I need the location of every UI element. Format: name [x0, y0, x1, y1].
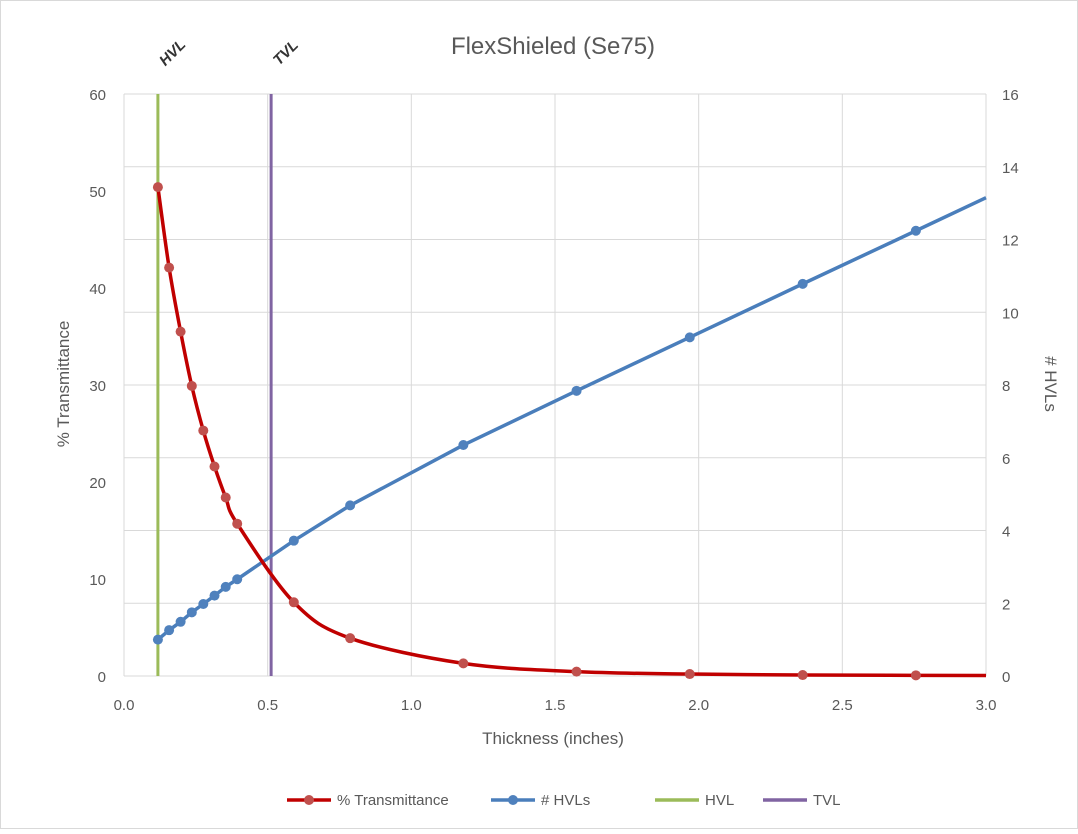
y2-axis-tick-labels: 0 2 4 6 8 10 12 14 16: [1002, 87, 1019, 686]
transmittance-point: [797, 670, 808, 681]
hvls-point: [345, 500, 356, 511]
x-tick-label: 1.5: [545, 697, 566, 714]
hvls-point: [186, 607, 197, 618]
y-tick-label: 20: [89, 475, 106, 492]
transmittance-point: [684, 669, 695, 680]
transmittance-point: [220, 492, 231, 503]
y-tick-label: 50: [89, 184, 106, 201]
legend: % Transmittance # HVLs HVL TVL: [287, 792, 841, 809]
y2-tick-label: 10: [1002, 305, 1019, 322]
x-tick-label: 2.5: [832, 697, 853, 714]
y-axis-title: % Transmittance: [54, 321, 73, 448]
y-tick-label: 60: [89, 87, 106, 104]
transmittance-point: [175, 326, 186, 337]
hvls-point: [571, 385, 582, 396]
x-tick-label: 0.5: [257, 697, 278, 714]
legend-item-transmittance: % Transmittance: [287, 792, 449, 809]
y-tick-label: 40: [89, 281, 106, 298]
y2-tick-label: 6: [1002, 451, 1010, 468]
transmittance-point: [232, 518, 243, 529]
transmittance-point: [198, 425, 209, 436]
transmittance-point: [910, 670, 921, 681]
y-tick-label: 10: [89, 572, 106, 589]
hvls-line: [156, 196, 987, 641]
y2-tick-label: 4: [1002, 524, 1010, 541]
y2-tick-label: 8: [1002, 378, 1010, 395]
legend-item-hvls: # HVLs: [491, 792, 590, 809]
chart-title: FlexShieled (Se75): [451, 33, 655, 60]
y2-tick-label: 14: [1002, 160, 1019, 177]
y2-tick-label: 12: [1002, 233, 1019, 250]
hvls-point: [232, 574, 243, 585]
hvls-point: [209, 590, 220, 601]
gridlines: [123, 93, 987, 677]
x-tick-label: 2.0: [688, 697, 709, 714]
y-tick-label: 30: [89, 378, 106, 395]
hvls-point: [458, 440, 469, 451]
legend-item-hvl: HVL: [655, 792, 734, 809]
y-axis-tick-labels: 0 10 20 30 40 50 60: [89, 87, 106, 686]
transmittance-point: [571, 666, 582, 677]
hvls-point: [198, 598, 209, 609]
transmittance-point: [345, 633, 356, 644]
hvls-point: [152, 634, 163, 645]
transmittance-point: [164, 262, 175, 273]
y2-tick-label: 0: [1002, 669, 1010, 686]
legend-label: # HVLs: [541, 792, 590, 809]
hvls-point: [164, 625, 175, 636]
x-axis-title: Thickness (inches): [482, 729, 624, 748]
legend-label: HVL: [705, 792, 734, 809]
y-tick-label: 0: [98, 669, 106, 686]
transmittance-point: [186, 380, 197, 391]
hvls-point: [797, 278, 808, 289]
transmittance-point: [458, 658, 469, 669]
hvls-point: [910, 225, 921, 236]
x-axis-tick-labels: 0.0 0.5 1.0 1.5 2.0 2.5 3.0: [114, 697, 997, 714]
legend-marker: [304, 795, 314, 805]
x-tick-label: 0.0: [114, 697, 135, 714]
x-tick-label: 3.0: [976, 697, 997, 714]
legend-label: TVL: [813, 792, 841, 809]
hvls-point: [684, 332, 695, 343]
hvls-point: [220, 581, 231, 592]
legend-label: % Transmittance: [337, 792, 449, 809]
hvls-point: [288, 535, 299, 546]
legend-marker: [508, 795, 518, 805]
transmittance-point: [152, 182, 163, 193]
transmittance-point: [288, 597, 299, 608]
y2-tick-label: 16: [1002, 87, 1019, 104]
series-layer: [152, 94, 987, 681]
transmittance-point: [209, 461, 220, 472]
x-tick-label: 1.0: [401, 697, 422, 714]
y2-axis-title: # HVLs: [1041, 356, 1060, 412]
y2-tick-label: 2: [1002, 596, 1010, 613]
legend-item-tvl: TVL: [763, 792, 841, 809]
hvls-point: [175, 616, 186, 627]
